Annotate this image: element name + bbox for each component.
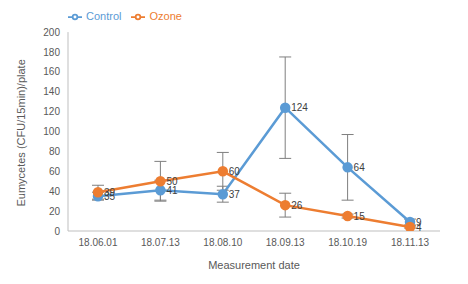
svg-text:100: 100 <box>43 126 60 137</box>
svg-text:37: 37 <box>229 189 241 200</box>
svg-text:18.06.01: 18.06.01 <box>79 237 118 248</box>
svg-text:18.10.19: 18.10.19 <box>328 237 367 248</box>
svg-text:160: 160 <box>43 66 60 77</box>
svg-text:200: 200 <box>43 27 60 38</box>
svg-text:18.08.10: 18.08.10 <box>203 237 242 248</box>
svg-text:40: 40 <box>49 186 61 197</box>
svg-text:18.07.13: 18.07.13 <box>141 237 180 248</box>
svg-text:26: 26 <box>291 200 303 211</box>
svg-text:80: 80 <box>49 146 61 157</box>
html-text:Control: Control <box>86 10 122 22</box>
html-text:Ozone: Ozone <box>149 10 182 22</box>
svg-text:20: 20 <box>49 206 61 217</box>
svg-text:4: 4 <box>416 222 422 233</box>
svg-text:60: 60 <box>229 166 241 177</box>
svg-text:18.11.13: 18.11.13 <box>391 237 430 248</box>
svg-text:120: 120 <box>43 106 60 117</box>
svg-text:Eumycetes (CFU/15min)/plate: Eumycetes (CFU/15min)/plate <box>15 59 27 206</box>
svg-text:124: 124 <box>291 102 308 113</box>
svg-text:50: 50 <box>166 176 178 187</box>
svg-text:41: 41 <box>166 184 178 196</box>
svg-text:0: 0 <box>54 226 60 237</box>
svg-text:15: 15 <box>354 211 366 222</box>
svg-text:39: 39 <box>104 187 116 198</box>
svg-text:180: 180 <box>43 47 60 58</box>
svg-text:64: 64 <box>354 162 366 173</box>
svg-text:Measurement date: Measurement date <box>208 259 300 271</box>
svg-text:18.09.13: 18.09.13 <box>266 237 305 248</box>
svg-text:140: 140 <box>43 86 60 97</box>
svg-text:60: 60 <box>49 166 61 177</box>
